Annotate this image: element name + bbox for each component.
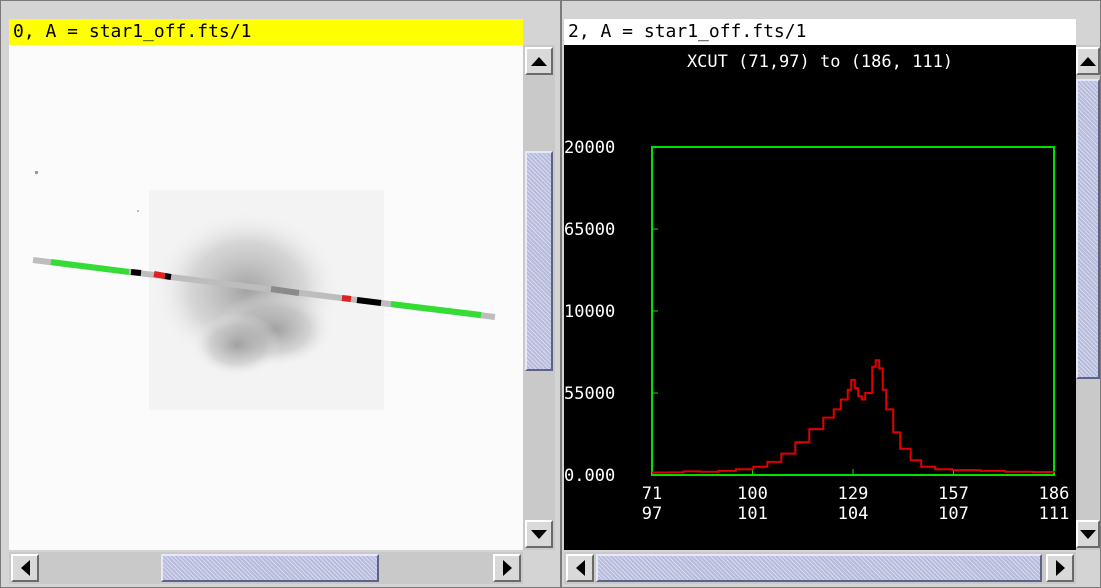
image-panel-title: 0, A = star1_off.fts/1 bbox=[9, 19, 523, 45]
arrow-right-icon bbox=[502, 560, 512, 576]
x-tick-label: 71 bbox=[642, 484, 662, 504]
series-line bbox=[652, 359, 1055, 474]
image-canvas[interactable] bbox=[9, 45, 523, 550]
scroll-left-button[interactable] bbox=[566, 554, 594, 582]
plot-vertical-scrollbar[interactable] bbox=[1076, 45, 1100, 550]
noise-pixel bbox=[35, 171, 38, 174]
arrow-left-icon bbox=[20, 560, 30, 576]
y-tick-label: 0.000 bbox=[564, 466, 615, 486]
plot-panel-title: 2, A = star1_off.fts/1 bbox=[564, 19, 1076, 45]
arrow-up-icon bbox=[1080, 56, 1096, 66]
cut-line[interactable] bbox=[32, 257, 496, 320]
scroll-thumb[interactable] bbox=[596, 554, 1042, 582]
y-tick-label: 65000 bbox=[564, 220, 615, 240]
scroll-left-button[interactable] bbox=[11, 554, 39, 582]
arrow-up-icon bbox=[531, 56, 547, 66]
y-tick-label: 55000 bbox=[564, 384, 615, 404]
x-tick-label: 186 bbox=[1039, 484, 1070, 504]
image-vertical-scrollbar[interactable] bbox=[523, 45, 555, 550]
chart-title: XCUT (71,97) to (186, 111) bbox=[687, 52, 953, 72]
x-tick-label-secondary: 111 bbox=[1039, 504, 1070, 524]
image-view[interactable] bbox=[9, 45, 523, 550]
noise-pixel bbox=[137, 210, 139, 212]
plot-frame bbox=[651, 146, 1055, 476]
x-tick-label: 157 bbox=[938, 484, 969, 504]
x-tick-label-secondary: 101 bbox=[737, 504, 768, 524]
x-tick-label-secondary: 107 bbox=[938, 504, 969, 524]
y-tick-label: 20000 bbox=[564, 138, 615, 158]
scroll-right-button[interactable] bbox=[1046, 554, 1074, 582]
scroll-right-button[interactable] bbox=[493, 554, 521, 582]
arrow-right-icon bbox=[1055, 560, 1065, 576]
plot-display-panel: 2, A = star1_off.fts/1 XCUT (71,97) to (… bbox=[561, 0, 1101, 588]
plot-horizontal-scrollbar[interactable] bbox=[564, 552, 1076, 584]
arrow-down-icon bbox=[1080, 529, 1096, 539]
scroll-thumb[interactable] bbox=[525, 151, 553, 371]
star-blob bbox=[192, 313, 282, 377]
scroll-thumb[interactable] bbox=[1076, 79, 1100, 379]
scroll-down-button[interactable] bbox=[525, 520, 553, 548]
x-tick-label: 129 bbox=[838, 484, 869, 504]
scroll-down-button[interactable] bbox=[1076, 520, 1100, 548]
arrow-left-icon bbox=[575, 560, 585, 576]
x-tick-label-secondary: 104 bbox=[838, 504, 869, 524]
x-tick-label: 100 bbox=[737, 484, 768, 504]
scroll-up-button[interactable] bbox=[525, 47, 553, 75]
y-tick-label: 10000 bbox=[564, 302, 615, 322]
plot-view[interactable]: XCUT (71,97) to (186, 111) 0.000 55000 1000… bbox=[564, 45, 1076, 550]
image-horizontal-scrollbar[interactable] bbox=[9, 552, 523, 584]
scroll-up-button[interactable] bbox=[1076, 47, 1100, 75]
image-display-panel: 0, A = star1_off.fts/1 bbox=[0, 0, 561, 588]
x-tick-label-secondary: 97 bbox=[642, 504, 662, 524]
scroll-thumb[interactable] bbox=[161, 554, 379, 582]
arrow-down-icon bbox=[531, 529, 547, 539]
xcut-chart[interactable]: XCUT (71,97) to (186, 111) 0.000 55000 1000… bbox=[564, 45, 1076, 550]
